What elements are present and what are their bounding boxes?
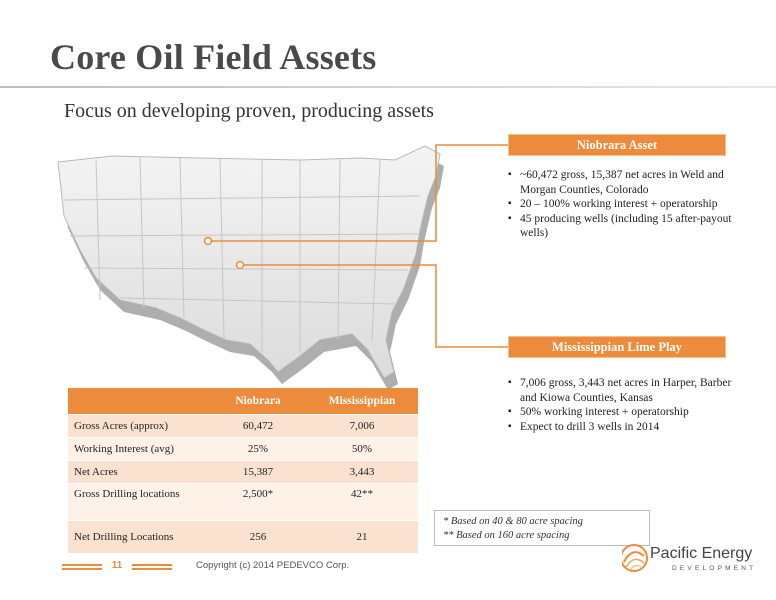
mississippian-marker	[235, 260, 245, 270]
table-header-cell: Niobrara	[210, 388, 306, 415]
title-divider	[0, 86, 776, 88]
page-number: 11	[111, 560, 123, 571]
logo-tagline: DEVELOPMENT	[672, 565, 757, 572]
table-header-row: Niobrara Mississippian	[68, 388, 418, 415]
footer-rule	[62, 568, 102, 570]
niobrara-asset-header: Niobrara Asset	[508, 134, 726, 156]
row-label: Gross Acres (approx)	[68, 414, 210, 438]
niobrara-value: 256	[210, 520, 306, 553]
mississippian-value: 3,443	[306, 460, 418, 484]
footnote-line: ** Based on 160 acre spacing	[443, 530, 570, 541]
niobrara-value: 25%	[210, 437, 306, 461]
row-label: Net Acres	[68, 460, 210, 484]
table-row: Working Interest (avg) 25% 50%	[68, 437, 418, 461]
table-row: Net Drilling Locations 256 21	[68, 520, 418, 553]
mississippian-value: 42**	[306, 483, 418, 521]
asset-table: Niobrara Mississippian Gross Acres (appr…	[68, 388, 418, 553]
niobrara-callout-line	[208, 144, 508, 242]
footnote-line: * Based on 40 & 80 acre spacing	[443, 516, 583, 527]
footer-rule	[62, 564, 102, 566]
pacific-energy-logo-icon	[622, 544, 648, 572]
footer-rule	[132, 568, 172, 570]
logo-name: Pacific Energy	[650, 545, 753, 562]
list-item: ~60,472 gross, 15,387 net acres in Weld …	[508, 168, 744, 197]
list-item: 7,006 gross, 3,443 net acres in Harper, …	[508, 376, 744, 405]
list-item: 45 producing wells (including 15 after-p…	[508, 212, 744, 241]
list-item: 20 – 100% working interest + operatorshi…	[508, 197, 744, 212]
row-label: Gross Drilling locations	[68, 483, 210, 521]
mississippian-value: 21	[306, 520, 418, 553]
niobrara-marker	[203, 236, 213, 246]
list-item: 50% working interest + operatorship	[508, 405, 744, 420]
niobrara-bullet-list: ~60,472 gross, 15,387 net acres in Weld …	[508, 168, 744, 241]
slide-title: Core Oil Field Assets	[50, 37, 377, 77]
copyright-text: Copyright (c) 2014 PEDEVCO Corp.	[196, 560, 350, 571]
mississippian-value: 50%	[306, 437, 418, 461]
table-row: Gross Drilling locations 2,500* 42**	[68, 483, 418, 521]
table-row: Net Acres 15,387 3,443	[68, 460, 418, 484]
niobrara-value: 2,500*	[210, 483, 306, 521]
spacing-footnote: * Based on 40 & 80 acre spacing ** Based…	[434, 510, 650, 546]
row-label: Working Interest (avg)	[68, 437, 210, 461]
table-row: Gross Acres (approx) 60,472 7,006	[68, 414, 418, 438]
niobrara-value: 15,387	[210, 460, 306, 484]
mississippian-value: 7,006	[306, 414, 418, 438]
mississippian-header: Mississippian Lime Play	[508, 336, 726, 358]
slide-subtitle: Focus on developing proven, producing as…	[64, 100, 434, 122]
mississippian-bullet-list: 7,006 gross, 3,443 net acres in Harper, …	[508, 376, 744, 434]
niobrara-value: 60,472	[210, 414, 306, 438]
table-header-cell: Mississippian	[306, 388, 418, 415]
table-header-cell	[68, 388, 210, 415]
row-label: Net Drilling Locations	[68, 520, 210, 553]
map-land	[57, 145, 441, 379]
list-item: Expect to drill 3 wells in 2014	[508, 420, 744, 435]
footer-rule	[132, 564, 172, 566]
mississippian-callout-line	[240, 264, 508, 348]
